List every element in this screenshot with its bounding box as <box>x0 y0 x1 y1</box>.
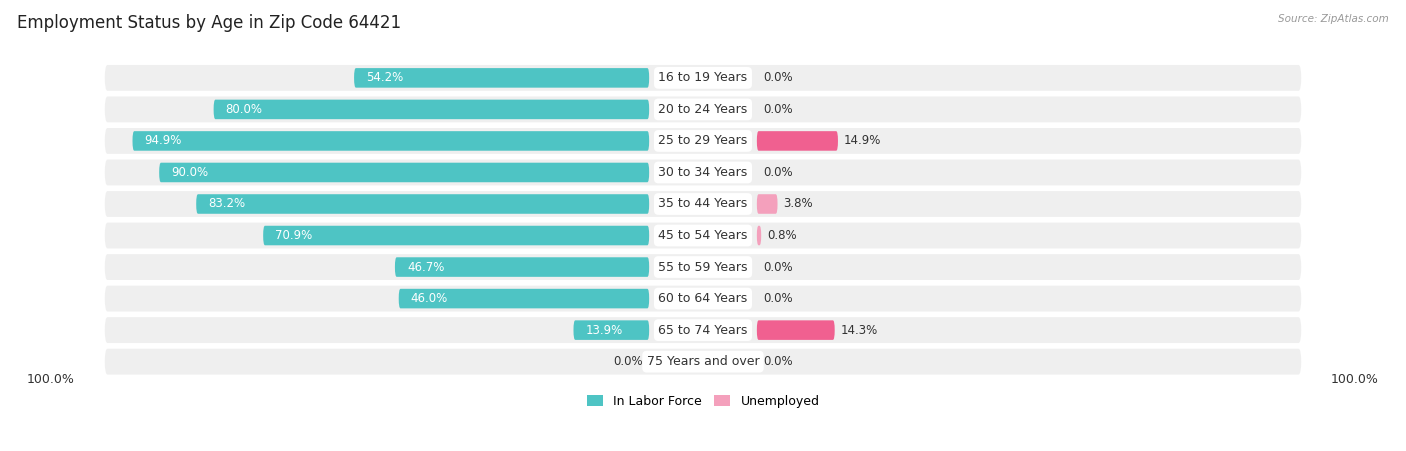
Text: 14.9%: 14.9% <box>844 134 882 147</box>
Text: 60 to 64 Years: 60 to 64 Years <box>658 292 748 305</box>
Text: 0.0%: 0.0% <box>763 292 793 305</box>
FancyBboxPatch shape <box>104 160 1302 185</box>
FancyBboxPatch shape <box>214 100 650 119</box>
Text: 14.3%: 14.3% <box>841 324 877 336</box>
Text: 25 to 29 Years: 25 to 29 Years <box>658 134 748 147</box>
Text: 100.0%: 100.0% <box>1331 373 1379 386</box>
Text: 80.0%: 80.0% <box>225 103 263 116</box>
Text: 30 to 34 Years: 30 to 34 Years <box>658 166 748 179</box>
FancyBboxPatch shape <box>104 349 1302 375</box>
Text: 0.0%: 0.0% <box>763 103 793 116</box>
FancyBboxPatch shape <box>756 131 838 151</box>
FancyBboxPatch shape <box>263 226 650 245</box>
Text: 46.0%: 46.0% <box>411 292 449 305</box>
Text: 3.8%: 3.8% <box>783 198 813 211</box>
Text: 54.2%: 54.2% <box>366 71 404 84</box>
FancyBboxPatch shape <box>104 223 1302 249</box>
Text: 0.0%: 0.0% <box>763 355 793 368</box>
Text: Employment Status by Age in Zip Code 64421: Employment Status by Age in Zip Code 644… <box>17 14 401 32</box>
Text: 20 to 24 Years: 20 to 24 Years <box>658 103 748 116</box>
Text: 45 to 54 Years: 45 to 54 Years <box>658 229 748 242</box>
Text: Source: ZipAtlas.com: Source: ZipAtlas.com <box>1278 14 1389 23</box>
FancyBboxPatch shape <box>197 194 650 214</box>
FancyBboxPatch shape <box>104 97 1302 122</box>
Text: 94.9%: 94.9% <box>145 134 181 147</box>
Text: 75 Years and over: 75 Years and over <box>647 355 759 368</box>
FancyBboxPatch shape <box>132 131 650 151</box>
Legend: In Labor Force, Unemployed: In Labor Force, Unemployed <box>582 390 824 413</box>
FancyBboxPatch shape <box>104 65 1302 91</box>
FancyBboxPatch shape <box>574 320 650 340</box>
FancyBboxPatch shape <box>395 257 650 277</box>
Text: 55 to 59 Years: 55 to 59 Years <box>658 261 748 274</box>
Text: 83.2%: 83.2% <box>208 198 245 211</box>
FancyBboxPatch shape <box>104 254 1302 280</box>
Text: 0.0%: 0.0% <box>763 71 793 84</box>
Text: 0.0%: 0.0% <box>613 355 643 368</box>
Text: 65 to 74 Years: 65 to 74 Years <box>658 324 748 336</box>
Text: 16 to 19 Years: 16 to 19 Years <box>658 71 748 84</box>
Text: 46.7%: 46.7% <box>406 261 444 274</box>
Text: 0.0%: 0.0% <box>763 166 793 179</box>
Text: 0.0%: 0.0% <box>763 261 793 274</box>
Text: 90.0%: 90.0% <box>172 166 208 179</box>
Text: 0.8%: 0.8% <box>768 229 797 242</box>
FancyBboxPatch shape <box>756 226 761 245</box>
Text: 70.9%: 70.9% <box>276 229 312 242</box>
FancyBboxPatch shape <box>104 128 1302 154</box>
Text: 100.0%: 100.0% <box>27 373 75 386</box>
FancyBboxPatch shape <box>354 68 650 87</box>
FancyBboxPatch shape <box>159 163 650 182</box>
FancyBboxPatch shape <box>756 320 835 340</box>
FancyBboxPatch shape <box>104 191 1302 217</box>
Text: 13.9%: 13.9% <box>585 324 623 336</box>
FancyBboxPatch shape <box>756 194 778 214</box>
FancyBboxPatch shape <box>104 317 1302 343</box>
FancyBboxPatch shape <box>399 289 650 308</box>
Text: 35 to 44 Years: 35 to 44 Years <box>658 198 748 211</box>
FancyBboxPatch shape <box>104 285 1302 312</box>
